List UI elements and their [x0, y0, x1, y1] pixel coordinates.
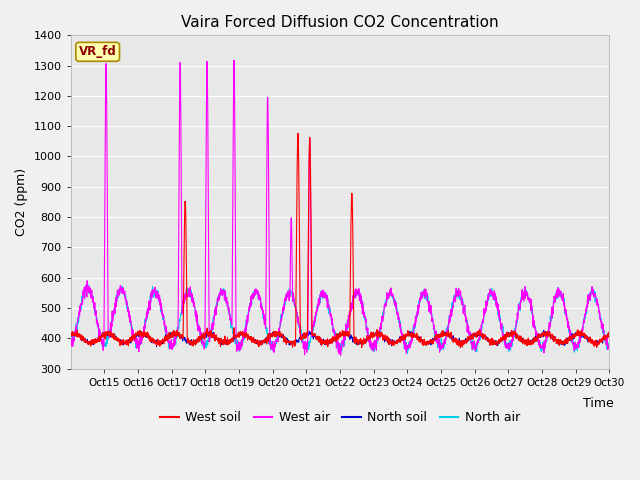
- Y-axis label: CO2 (ppm): CO2 (ppm): [15, 168, 28, 236]
- Title: Vaira Forced Diffusion CO2 Concentration: Vaira Forced Diffusion CO2 Concentration: [181, 15, 499, 30]
- Legend: West soil, West air, North soil, North air: West soil, West air, North soil, North a…: [155, 406, 525, 429]
- Text: VR_fd: VR_fd: [79, 45, 116, 59]
- X-axis label: Time: Time: [583, 397, 614, 410]
